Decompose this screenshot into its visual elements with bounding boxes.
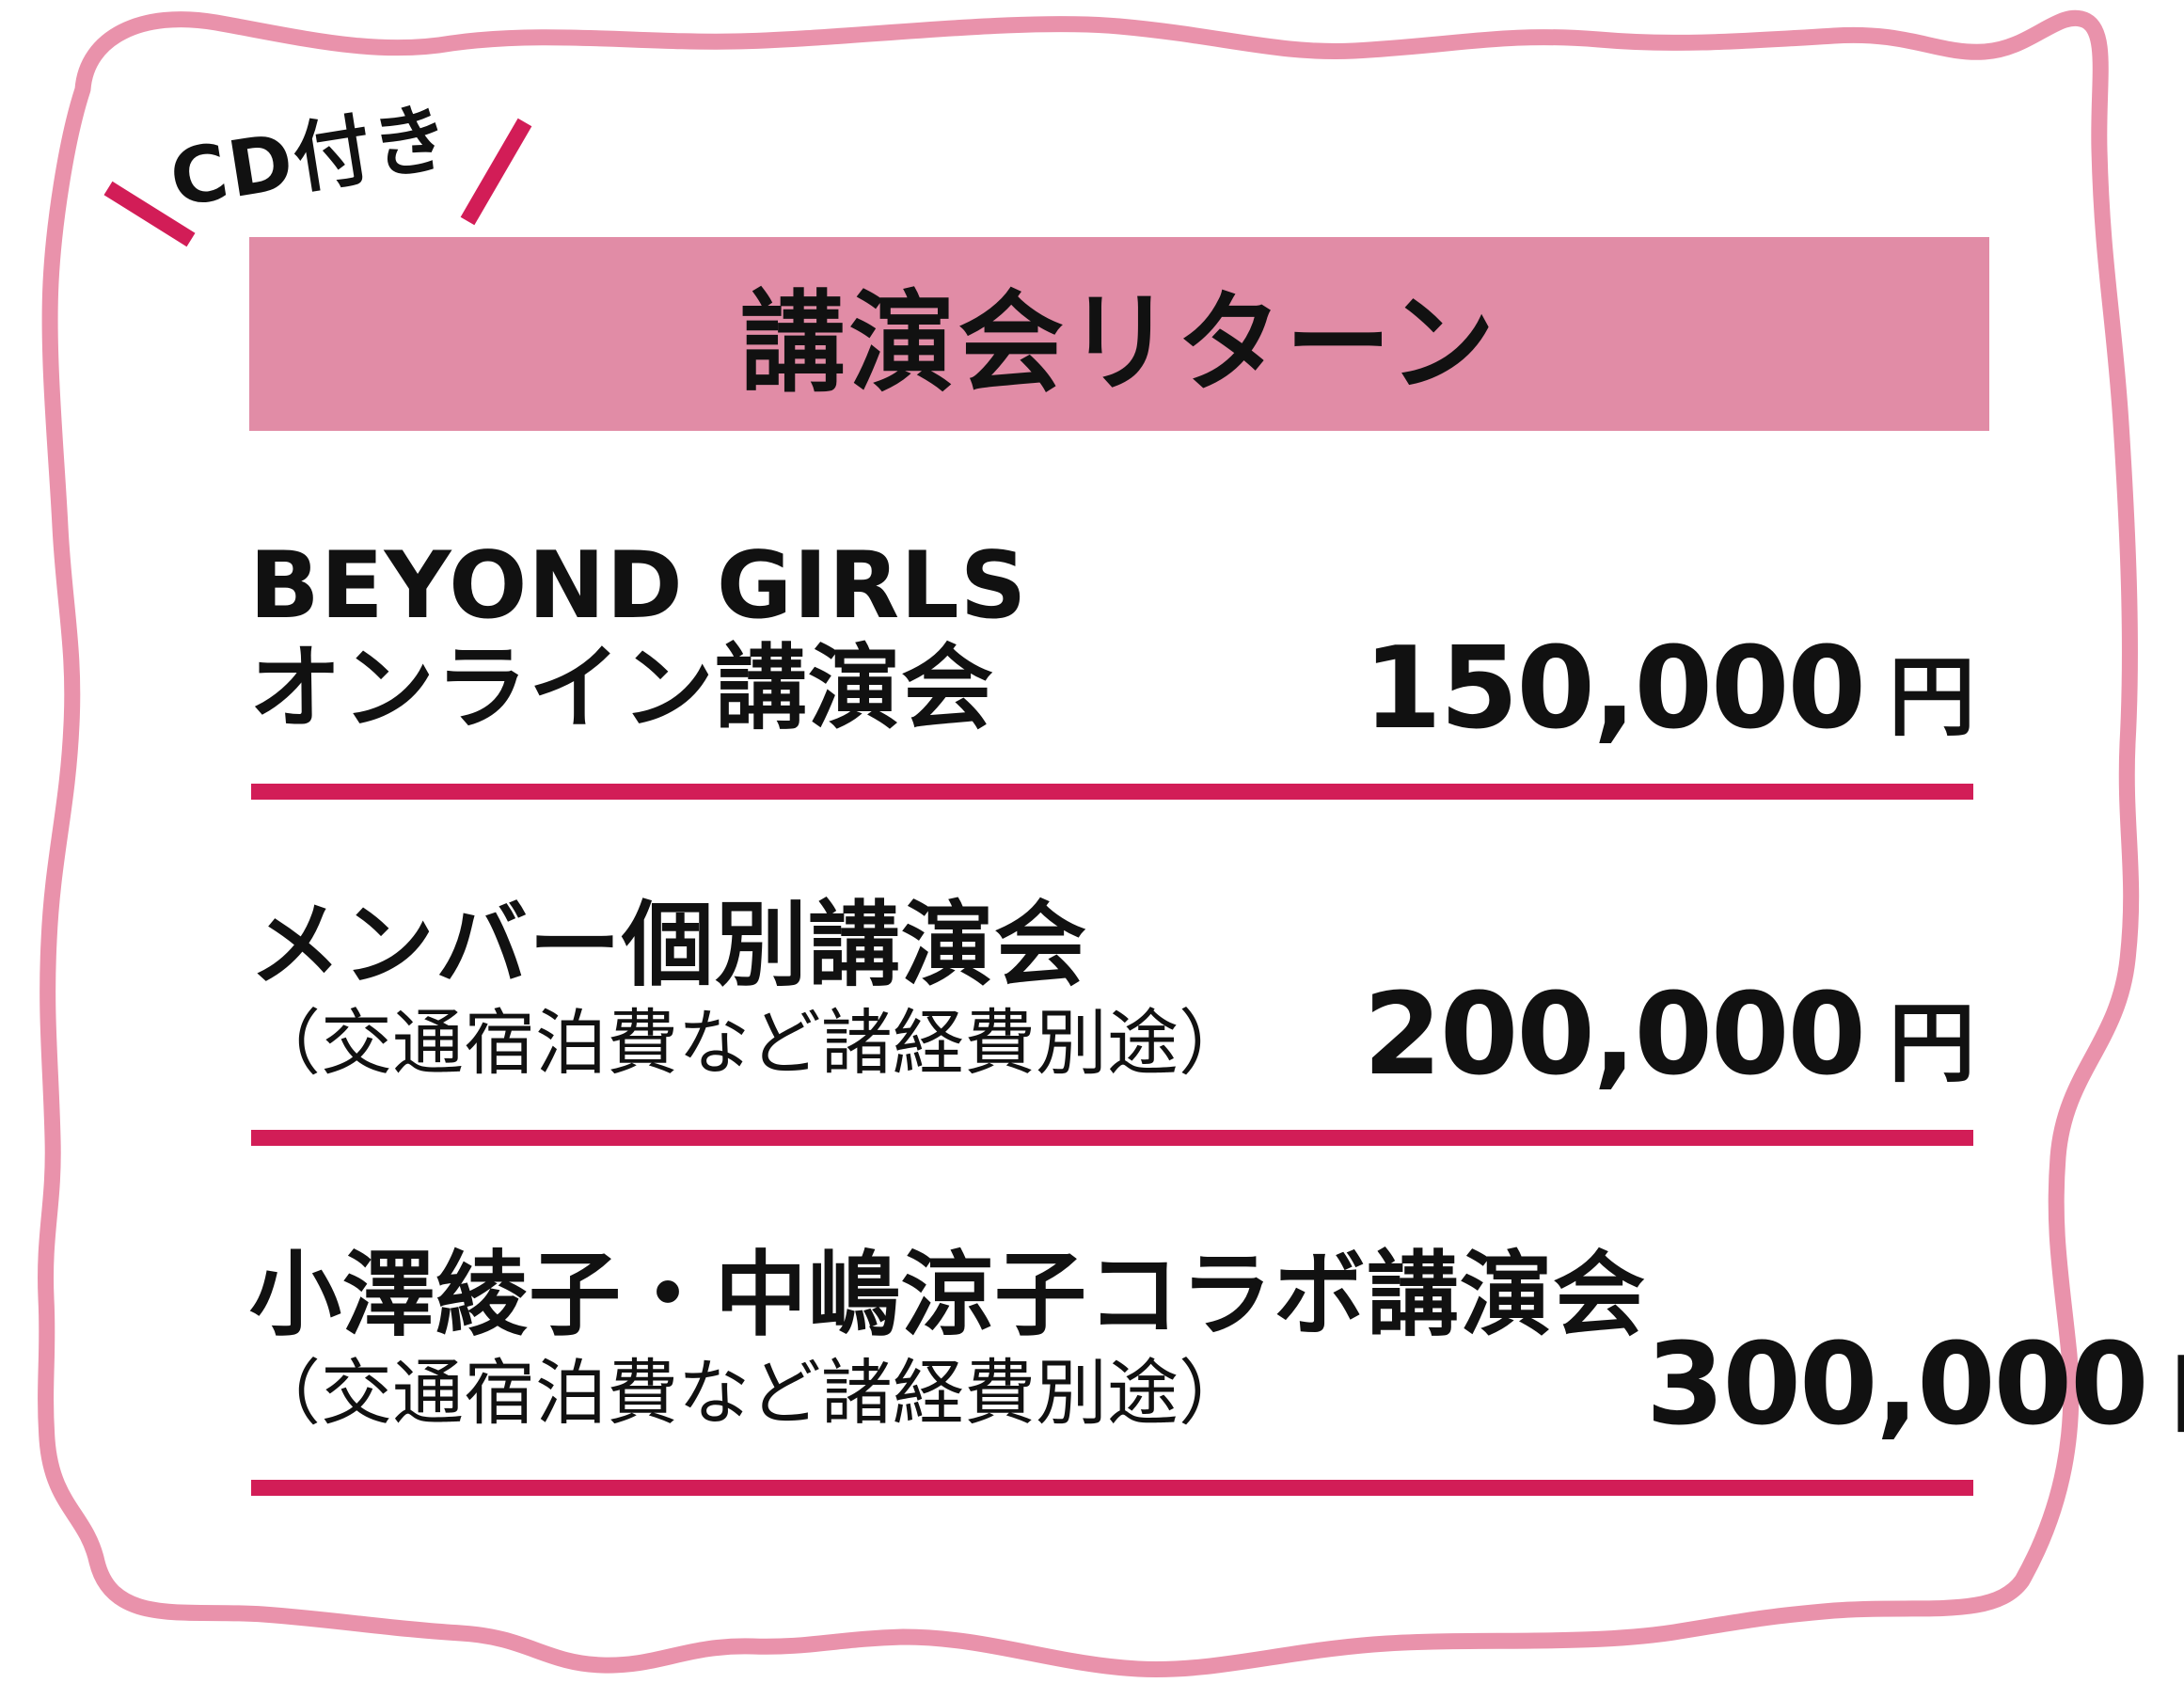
- header-banner: 講演会リターン: [249, 237, 1989, 431]
- list-item-online-lecture: BEYOND GIRLS オンライン講演会 150,000 円: [249, 522, 1975, 800]
- price-amount: 200,000: [1363, 969, 1866, 1101]
- price-unit: 円: [2172, 1343, 2184, 1444]
- item-title-line1: BEYOND GIRLS: [249, 532, 1028, 640]
- price-underline: [251, 1130, 1973, 1146]
- item-title-line2: オンライン講演会: [249, 635, 995, 743]
- page-title: 講演会リターン: [739, 279, 1499, 407]
- list-item-member-lecture: メンバー個別講演会 （交通宿泊費など諸経費別途） 200,000 円: [249, 865, 1975, 1146]
- price-unit: 円: [1888, 992, 1975, 1094]
- item-title-line1: メンバー個別講演会: [249, 892, 1088, 1000]
- item-price: 200,000 円: [1363, 978, 1975, 1091]
- item-price: 150,000 円: [1363, 632, 1975, 745]
- badge-slash-right-icon: [460, 118, 532, 226]
- badge-slash-left-icon: [103, 181, 196, 247]
- item-row: メンバー個別講演会 （交通宿泊費など諸経費別途） 200,000 円: [249, 865, 1975, 1130]
- price-amount: 300,000: [1646, 1319, 2149, 1451]
- item-titles: メンバー個別講演会 （交通宿泊費など諸経費別途）: [249, 892, 1250, 1088]
- price-unit: 円: [1888, 646, 1975, 748]
- price-underline: [251, 784, 1973, 800]
- item-title-line1: 小澤綾子・中嶋涼子コラボ講演会: [249, 1242, 1647, 1350]
- item-titles: BEYOND GIRLS オンライン講演会: [249, 532, 1028, 743]
- wavy-border-line: [38, 9, 2140, 1677]
- price-amount: 150,000: [1363, 623, 1866, 754]
- item-row: BEYOND GIRLS オンライン講演会 150,000 円: [249, 522, 1975, 784]
- item-note: （交通宿泊費など諸経費別途）: [249, 1001, 1250, 1085]
- price-underline: [251, 1480, 1973, 1496]
- item-titles: 小澤綾子・中嶋涼子コラボ講演会 （交通宿泊費など諸経費別途）: [249, 1242, 1647, 1437]
- item-note: （交通宿泊費など諸経費別途）: [249, 1351, 1250, 1435]
